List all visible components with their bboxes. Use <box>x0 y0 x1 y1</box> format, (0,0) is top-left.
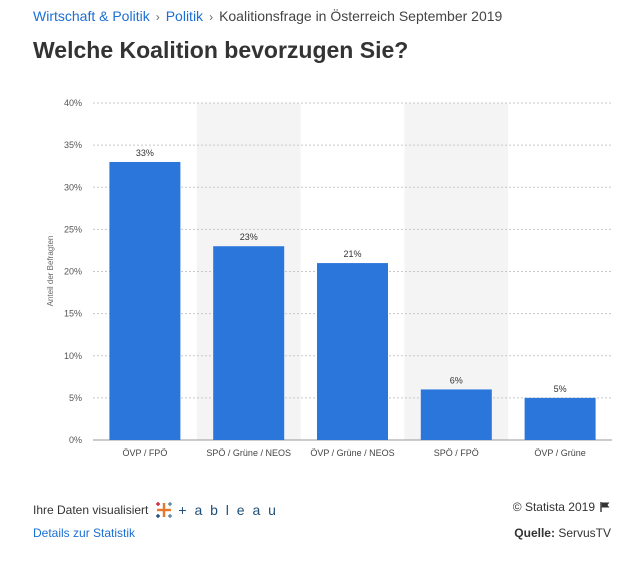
breadcrumb: Wirtschaft & Politik › Politik › Koalitionsf… <box>33 8 502 24</box>
y-tick-label: 0% <box>69 435 82 445</box>
tableau-logo[interactable]: + a b l e a u <box>154 500 278 520</box>
x-tick-label: ÖVP / Grüne <box>534 448 585 458</box>
source-label: Quelle: <box>514 526 555 540</box>
y-tick-label: 10% <box>64 351 82 361</box>
bar-chart: 0%5%10%15%20%25%30%35%40% 33%23%21%6%5% … <box>46 98 612 458</box>
x-tick-label: SPÖ / Grüne / NEOS <box>206 448 291 458</box>
breadcrumb-link-wirtschaft-politik[interactable]: Wirtschaft & Politik <box>33 8 150 24</box>
bar-value-label: 23% <box>240 232 258 242</box>
bar[interactable] <box>317 263 388 440</box>
y-tick-label: 30% <box>64 182 82 192</box>
flag-icon[interactable] <box>599 501 611 513</box>
y-tick-label: 20% <box>64 267 82 277</box>
x-tick-label: ÖVP / FPÖ <box>122 448 167 458</box>
y-tick-label: 5% <box>69 393 82 403</box>
tableau-wordmark: + a b l e a u <box>178 502 278 518</box>
breadcrumb-link-politik[interactable]: Politik <box>165 8 204 24</box>
bar-value-label: 33% <box>136 148 154 158</box>
bar[interactable] <box>213 246 285 440</box>
bar[interactable] <box>109 161 181 440</box>
breadcrumb-separator: › <box>155 10 160 24</box>
tableau-attribution: Ihre Daten visualisiert + a b l e a u <box>33 500 278 520</box>
breadcrumb-separator: › <box>209 10 214 24</box>
visualized-label: Ihre Daten visualisiert <box>33 503 149 517</box>
y-axis-label: Anteil der Befragten <box>46 236 55 307</box>
y-tick-label: 35% <box>64 140 82 150</box>
breadcrumb-current: Koalitionsfrage in Österreich September … <box>219 8 503 24</box>
x-tick-label: ÖVP / Grüne / NEOS <box>310 448 394 458</box>
source-value: ServusTV <box>558 526 611 540</box>
x-tick-label: SPÖ / FPÖ <box>434 448 479 458</box>
copyright-text: © Statista 2019 <box>512 500 595 514</box>
source: Quelle: ServusTV <box>514 526 611 540</box>
tableau-cross-icon <box>156 502 173 518</box>
bar-value-label: 5% <box>554 384 567 394</box>
details-link[interactable]: Details zur Statistik <box>33 526 136 540</box>
bar[interactable] <box>420 389 492 440</box>
bar[interactable] <box>524 397 596 440</box>
y-tick-label: 15% <box>64 309 82 319</box>
y-tick-label: 40% <box>64 98 82 108</box>
bar-value-label: 21% <box>343 249 361 259</box>
copyright: © Statista 2019 <box>513 500 611 514</box>
page-title: Welche Koalition bevorzugen Sie? <box>33 37 409 63</box>
bar-value-label: 6% <box>450 375 463 385</box>
y-tick-label: 25% <box>64 224 82 234</box>
